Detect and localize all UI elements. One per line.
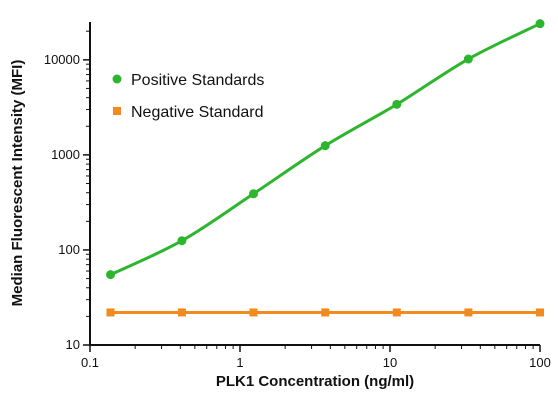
data-point [106,308,115,317]
series-layer [106,19,545,317]
y-axis-title: Median Fluorescent Intensity (MFI) [9,60,26,307]
legend-label: Positive Standards [131,72,264,89]
x-axis-ticks: 0.1 1 10 100 [81,345,551,370]
data-point [535,19,545,29]
data-point [177,236,187,246]
data-point [392,99,402,109]
legend: Positive Standards Negative Standard [112,72,264,121]
series-1 [106,19,545,280]
data-point [177,308,186,317]
x-tick-label: 10 [383,355,397,370]
data-point [464,308,473,317]
data-point [249,308,258,317]
legend-item: Negative Standard [113,104,264,121]
data-point [321,308,330,317]
y-axis-ticks: 10 100 1000 10000 [44,30,90,352]
y-tick-label: 10000 [44,52,80,67]
x-tick-label: 0.1 [81,355,99,370]
data-point [536,308,544,317]
series-2 [106,308,544,317]
x-tick-label: 100 [529,355,551,370]
data-point [248,189,258,199]
x-tick-label: 1 [236,355,243,370]
data-point [463,54,473,64]
x-axis-title: PLK1 Concentration (ng/ml) [216,373,414,390]
legend-marker [112,74,122,84]
legend-item: Positive Standards [112,72,264,89]
legend-marker [113,107,121,115]
y-tick-label: 10 [66,337,80,352]
legend-label: Negative Standard [131,104,264,121]
plot-area: 10 100 1000 10000 0.1 1 10 100 [44,19,551,370]
data-point [392,308,401,317]
y-tick-label: 100 [58,242,80,257]
data-point [106,270,116,280]
y-tick-label: 1000 [51,147,80,162]
data-point [320,141,330,151]
